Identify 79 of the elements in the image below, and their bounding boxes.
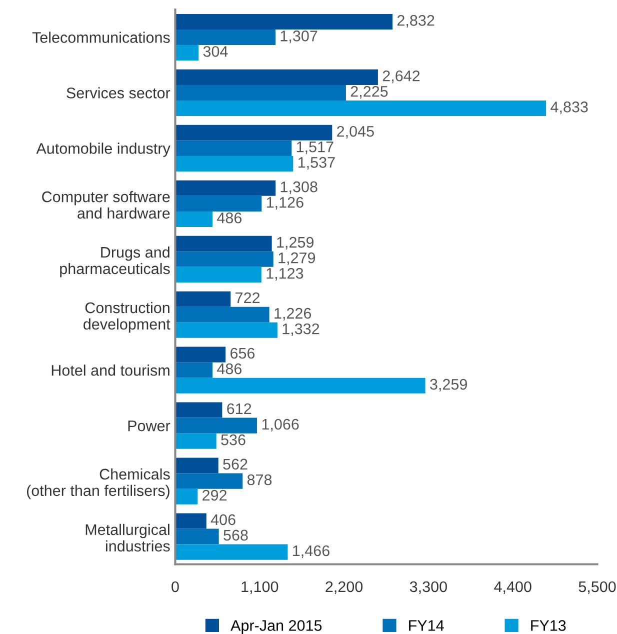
bar — [175, 180, 276, 196]
data-label: 1,123 — [266, 268, 304, 281]
data-label: 878 — [247, 474, 272, 486]
bar — [175, 45, 199, 61]
bar — [175, 29, 276, 46]
data-label: 2,225 — [350, 86, 388, 99]
y-tick-label: Telecommunications — [32, 32, 170, 43]
bar — [175, 69, 378, 85]
x-tick-label: 2,200 — [326, 581, 363, 594]
y-tick-label: Services sector — [66, 87, 170, 98]
y-tick-label: Power — [128, 420, 170, 432]
bar — [175, 251, 274, 267]
bar — [175, 100, 546, 116]
bar — [175, 156, 294, 172]
data-label: 1,066 — [262, 418, 299, 432]
data-label: 536 — [221, 434, 246, 446]
bar — [175, 211, 213, 227]
legend-label: Apr-Jan 2015 — [230, 620, 322, 634]
data-label: 2,642 — [382, 70, 420, 84]
bar — [175, 458, 218, 474]
data-label: 1,466 — [293, 545, 330, 558]
bar — [175, 378, 426, 394]
data-label: 1,226 — [274, 308, 312, 321]
x-tick-label: 5,500 — [578, 581, 616, 594]
data-label: 562 — [223, 458, 248, 470]
data-label: 722 — [236, 292, 260, 304]
x-tick-label: 0 — [172, 581, 179, 592]
bar — [175, 433, 216, 449]
data-label: 1,537 — [298, 157, 335, 170]
data-label: 3,259 — [430, 378, 467, 392]
data-label: 2,832 — [397, 14, 434, 28]
data-label: 1,259 — [277, 236, 314, 250]
bar — [175, 140, 292, 156]
data-label: 1,279 — [278, 252, 316, 266]
bar — [175, 528, 219, 544]
bar — [175, 418, 258, 434]
y-tick-label: Drugs and pharmaceuticals — [60, 246, 170, 278]
data-label: 1,307 — [280, 30, 318, 44]
data-label: 486 — [217, 212, 242, 224]
data-label: 1,308 — [280, 181, 318, 194]
x-tick-label: 3,300 — [410, 581, 447, 594]
bar — [175, 544, 288, 560]
bar — [175, 124, 332, 140]
y-tick-label: Hotel and tourism — [52, 364, 170, 376]
data-label: 1,517 — [296, 142, 334, 154]
data-label: 612 — [227, 403, 252, 414]
bar — [175, 362, 213, 378]
data-label: 486 — [217, 363, 242, 374]
data-label: 1,126 — [266, 196, 304, 210]
data-label: 4,833 — [550, 102, 588, 114]
bar — [175, 488, 198, 504]
bar — [175, 266, 262, 282]
bar — [175, 346, 226, 362]
bar — [175, 473, 243, 489]
data-label: 2,045 — [337, 126, 374, 139]
bar — [175, 291, 231, 307]
bar — [175, 402, 222, 418]
bar — [175, 84, 346, 100]
legend-label: FY13 — [531, 620, 566, 631]
bar — [175, 236, 272, 252]
y-tick-label: Automobile industry — [36, 142, 170, 157]
data-label: 292 — [202, 490, 227, 501]
y-tick-label: Computer software and hardware — [42, 191, 170, 219]
y-tick-label: Construction development — [84, 302, 170, 333]
legend-label: FY14 — [409, 620, 444, 631]
data-label: 406 — [210, 514, 236, 526]
data-label: 1,332 — [282, 323, 320, 336]
bar — [175, 14, 393, 30]
y-tick-label: Chemicals (other than fertilisers) — [26, 468, 170, 500]
x-tick-label: 4,400 — [494, 581, 532, 594]
bar — [175, 196, 262, 212]
data-label: 568 — [224, 530, 248, 541]
x-tick-label: 1,100 — [242, 581, 278, 594]
data-label: 656 — [230, 348, 255, 359]
data-label: 304 — [203, 46, 228, 57]
bar — [175, 322, 278, 338]
bar — [175, 306, 270, 322]
bar — [175, 513, 206, 529]
y-tick-label: Metallurgical industries — [86, 524, 170, 552]
